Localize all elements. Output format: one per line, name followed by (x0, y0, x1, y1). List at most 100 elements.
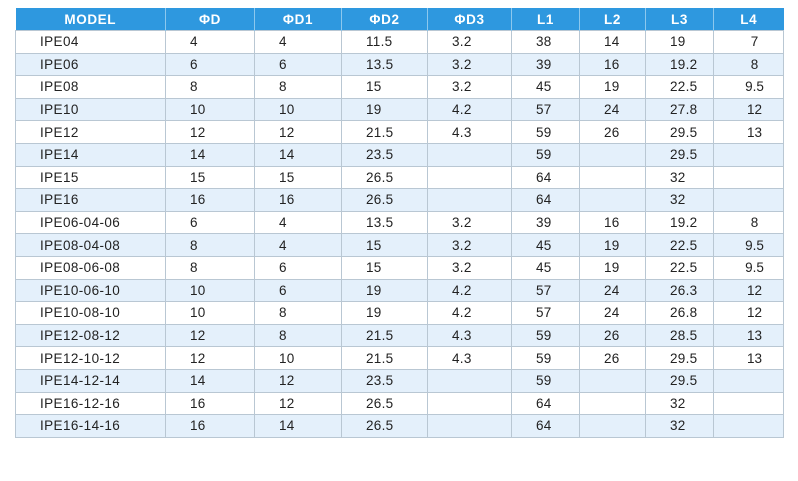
cell-l3: 22.5 (645, 255, 714, 280)
cell-d3: 4.2 (427, 97, 512, 122)
cell-d1: 12 (254, 391, 342, 416)
table-row: IPE16 16 16 26.5 64 32 (15, 188, 784, 212)
table-row: IPE16-14-16 16 14 26.5 64 32 (15, 414, 784, 438)
cell-d: 6 (165, 52, 255, 77)
cell-model: IPE10-06-10 (15, 278, 166, 303)
cell-d2: 23.5 (341, 142, 428, 167)
table-row: IPE08 8 8 15 3.2 45 19 22.5 9.5 (15, 75, 784, 99)
table-row: IPE06 6 6 13.5 3.2 39 16 19.2 8 (15, 52, 784, 77)
cell-model: IPE10 (15, 97, 166, 122)
cell-l4 (713, 165, 784, 190)
cell-l2: 26 (579, 120, 646, 144)
table-row: IPE06-04-06 6 4 13.5 3.2 39 16 19.2 8 (15, 210, 784, 235)
cell-model: IPE16-12-16 (15, 391, 166, 416)
cell-l4 (713, 391, 784, 416)
cell-l2: 19 (579, 233, 646, 257)
cell-l1: 38 (511, 30, 580, 54)
cell-l3: 19.2 (645, 52, 714, 77)
cell-d2: 26.5 (341, 414, 428, 438)
column-header-d: ΦD (165, 8, 255, 31)
table-row: IPE10-08-10 10 8 19 4.2 57 24 26.8 12 (15, 301, 784, 325)
cell-l2 (579, 188, 646, 212)
cell-l3: 32 (645, 414, 714, 438)
cell-d2: 26.5 (341, 165, 428, 190)
cell-l2: 19 (579, 75, 646, 99)
cell-l3: 27.8 (645, 97, 714, 122)
cell-d1: 6 (254, 255, 342, 280)
column-header-l3: L3 (645, 8, 714, 31)
cell-d3: 4.3 (427, 346, 512, 370)
cell-l4: 12 (713, 97, 784, 122)
cell-d1: 10 (254, 346, 342, 370)
cell-d2: 21.5 (341, 346, 428, 370)
cell-model: IPE08 (15, 75, 166, 99)
cell-l4: 12 (713, 301, 784, 325)
cell-d1: 10 (254, 97, 342, 122)
cell-d: 8 (165, 75, 255, 99)
cell-d3: 4.3 (427, 120, 512, 144)
cell-d1: 14 (254, 142, 342, 167)
cell-model: IPE08-04-08 (15, 233, 166, 257)
cell-model: IPE08-06-08 (15, 255, 166, 280)
column-header-d2: ΦD2 (341, 8, 428, 31)
cell-d1: 8 (254, 323, 342, 348)
cell-d3: 3.2 (427, 30, 512, 54)
cell-d3 (427, 188, 512, 212)
cell-model: IPE06 (15, 52, 166, 77)
cell-l1: 64 (511, 165, 580, 190)
cell-l3: 29.5 (645, 142, 714, 167)
table-row: IPE16-12-16 16 12 26.5 64 32 (15, 391, 784, 416)
cell-d3: 4.2 (427, 278, 512, 303)
cell-l2: 16 (579, 52, 646, 77)
cell-d1: 8 (254, 301, 342, 325)
cell-d3 (427, 165, 512, 190)
cell-d1: 15 (254, 165, 342, 190)
cell-d: 14 (165, 368, 255, 393)
cell-l4: 12 (713, 278, 784, 303)
cell-l3: 22.5 (645, 233, 714, 257)
table-row: IPE10 10 10 19 4.2 57 24 27.8 12 (15, 97, 784, 122)
cell-d2: 19 (341, 301, 428, 325)
column-header-l2: L2 (579, 8, 646, 31)
cell-d1: 4 (254, 233, 342, 257)
cell-l4: 13 (713, 120, 784, 144)
cell-l2 (579, 391, 646, 416)
cell-l2 (579, 414, 646, 438)
column-header-d1: ΦD1 (254, 8, 342, 31)
table-row: IPE15 15 15 26.5 64 32 (15, 165, 784, 190)
cell-d2: 15 (341, 255, 428, 280)
cell-d: 16 (165, 188, 255, 212)
table-row: IPE12-10-12 12 10 21.5 4.3 59 26 29.5 13 (15, 346, 784, 370)
cell-l1: 64 (511, 414, 580, 438)
cell-l3: 26.8 (645, 301, 714, 325)
cell-d3: 3.2 (427, 210, 512, 235)
cell-d2: 23.5 (341, 368, 428, 393)
cell-l2: 24 (579, 301, 646, 325)
cell-l2: 16 (579, 210, 646, 235)
cell-d2: 19 (341, 97, 428, 122)
cell-l1: 64 (511, 188, 580, 212)
cell-d3: 3.2 (427, 255, 512, 280)
cell-l4: 8 (713, 210, 784, 235)
cell-d3: 3.2 (427, 52, 512, 77)
cell-l2: 19 (579, 255, 646, 280)
dimension-table: MODEL ΦD ΦD1 ΦD2 ΦD3 L1 L2 L3 L4 IPE04 4 4… (15, 8, 784, 438)
cell-d: 16 (165, 414, 255, 438)
cell-d: 12 (165, 120, 255, 144)
table-row: IPE08-06-08 8 6 15 3.2 45 19 22.5 9.5 (15, 255, 784, 280)
cell-d1: 12 (254, 120, 342, 144)
cell-d1: 6 (254, 278, 342, 303)
cell-d3: 3.2 (427, 233, 512, 257)
cell-d1: 12 (254, 368, 342, 393)
cell-d2: 13.5 (341, 52, 428, 77)
cell-d: 4 (165, 30, 255, 54)
cell-model: IPE14-12-14 (15, 368, 166, 393)
cell-l4 (713, 142, 784, 167)
cell-l1: 57 (511, 278, 580, 303)
cell-d2: 21.5 (341, 323, 428, 348)
table-row: IPE14 14 14 23.5 59 29.5 (15, 142, 784, 167)
cell-l1: 39 (511, 210, 580, 235)
cell-d: 14 (165, 142, 255, 167)
cell-d3 (427, 368, 512, 393)
table-row: IPE08-04-08 8 4 15 3.2 45 19 22.5 9.5 (15, 233, 784, 257)
